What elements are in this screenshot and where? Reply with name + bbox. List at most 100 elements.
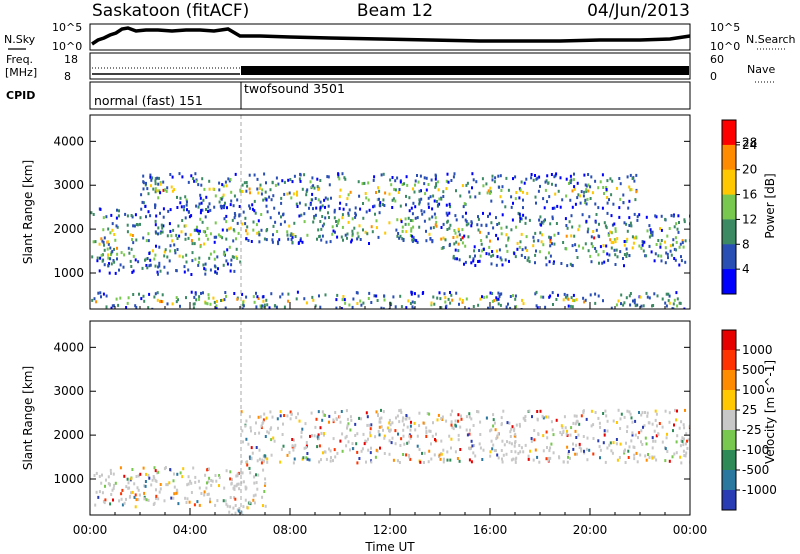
echo-cell [572, 447, 575, 451]
colorbar-tick-label: 12 [742, 212, 757, 226]
echo-cell [336, 235, 339, 239]
echo-cell [675, 248, 677, 252]
echo-cell [165, 483, 168, 487]
echo-cell [198, 237, 201, 241]
echo-cell [337, 173, 340, 177]
echo-cell [109, 231, 112, 235]
echo-cell [494, 428, 497, 432]
echo-cell [223, 217, 226, 221]
echo-cell [611, 223, 614, 227]
echo-cell [176, 248, 179, 251]
echo-cell [265, 416, 268, 420]
echo-cell [221, 228, 224, 232]
echo-cell [657, 239, 660, 242]
echo-cell [625, 240, 628, 243]
echo-cell [354, 206, 357, 210]
echo-cell [473, 444, 476, 447]
colorbar-tick-label: 8 [742, 237, 750, 251]
echo-cell [167, 209, 170, 213]
echo-cell [311, 176, 314, 180]
echo-cell [420, 197, 423, 201]
echo-cell [224, 499, 227, 503]
echo-cell [316, 445, 319, 449]
echo-cell [445, 419, 448, 423]
echo-cell [567, 455, 569, 459]
echo-cell [545, 430, 548, 434]
echo-cell [620, 293, 623, 297]
echo-cell [256, 295, 259, 299]
echo-cell [522, 450, 525, 454]
echo-cell [379, 420, 382, 424]
echo-cell [234, 213, 237, 217]
echo-cell [222, 193, 225, 197]
echo-cell [121, 488, 124, 492]
echo-cell [410, 420, 412, 424]
echo-cell [347, 211, 350, 215]
echo-cell [338, 218, 340, 222]
echo-cell [664, 447, 667, 451]
echo-cell [219, 234, 222, 238]
echo-cell [486, 191, 489, 195]
echo-cell [565, 224, 568, 227]
echo-cell [142, 201, 145, 205]
echo-cell [602, 412, 605, 415]
echo-cell [317, 436, 320, 440]
echo-cell [383, 434, 386, 438]
echo-cell [634, 433, 637, 437]
echo-cell [107, 256, 110, 260]
colorbar-tick-label: 25 [742, 403, 757, 417]
echo-cell [622, 193, 625, 197]
echo-cell [134, 493, 137, 497]
echo-cell [549, 446, 552, 450]
echo-cell [492, 443, 495, 447]
echo-cell [328, 420, 330, 424]
echo-cell [238, 487, 241, 491]
echo-cell [125, 306, 128, 309]
echo-cell [427, 460, 430, 464]
echo-cell [215, 479, 218, 483]
echo-cell [450, 437, 453, 441]
echo-cell [388, 452, 391, 456]
echo-cell [230, 190, 233, 194]
echo-cell [535, 290, 538, 294]
echo-cell [411, 305, 414, 309]
echo-cell [423, 210, 426, 214]
echo-cell [400, 437, 403, 441]
echo-cell [240, 471, 243, 475]
echo-cell [246, 184, 249, 188]
echo-cell [315, 206, 318, 210]
echo-cell [401, 419, 404, 423]
echo-cell [514, 197, 517, 201]
echo-cell [198, 229, 201, 233]
echo-cell [594, 247, 597, 250]
echo-cell [491, 447, 494, 451]
echo-cell [664, 301, 667, 305]
echo-cell [190, 214, 193, 218]
echo-cell [229, 226, 232, 230]
sky-right-tick-bottom: 10^0 [710, 40, 740, 53]
echo-cell [147, 232, 150, 236]
echo-cell [457, 229, 460, 233]
echo-cell [180, 205, 183, 209]
echo-cell [493, 180, 496, 184]
echo-cell [368, 423, 371, 427]
echo-cell [530, 439, 533, 443]
echo-cell [399, 180, 402, 184]
echo-cell [427, 205, 430, 209]
echo-cell [311, 192, 314, 196]
echo-cell [170, 185, 173, 189]
echo-cell [584, 201, 587, 205]
echo-cell [418, 200, 421, 204]
echo-cell [181, 175, 184, 179]
echo-cell [412, 225, 415, 229]
echo-cell [382, 410, 385, 414]
echo-cell [626, 409, 629, 413]
echo-cell [332, 420, 335, 424]
echo-cell [197, 263, 200, 267]
sky-noise-trace [91, 26, 691, 46]
echo-cell [287, 178, 290, 182]
echo-cell [312, 184, 315, 188]
echo-cell [331, 232, 334, 236]
echo-cell [683, 437, 685, 441]
nave-label: Nave [747, 63, 775, 76]
